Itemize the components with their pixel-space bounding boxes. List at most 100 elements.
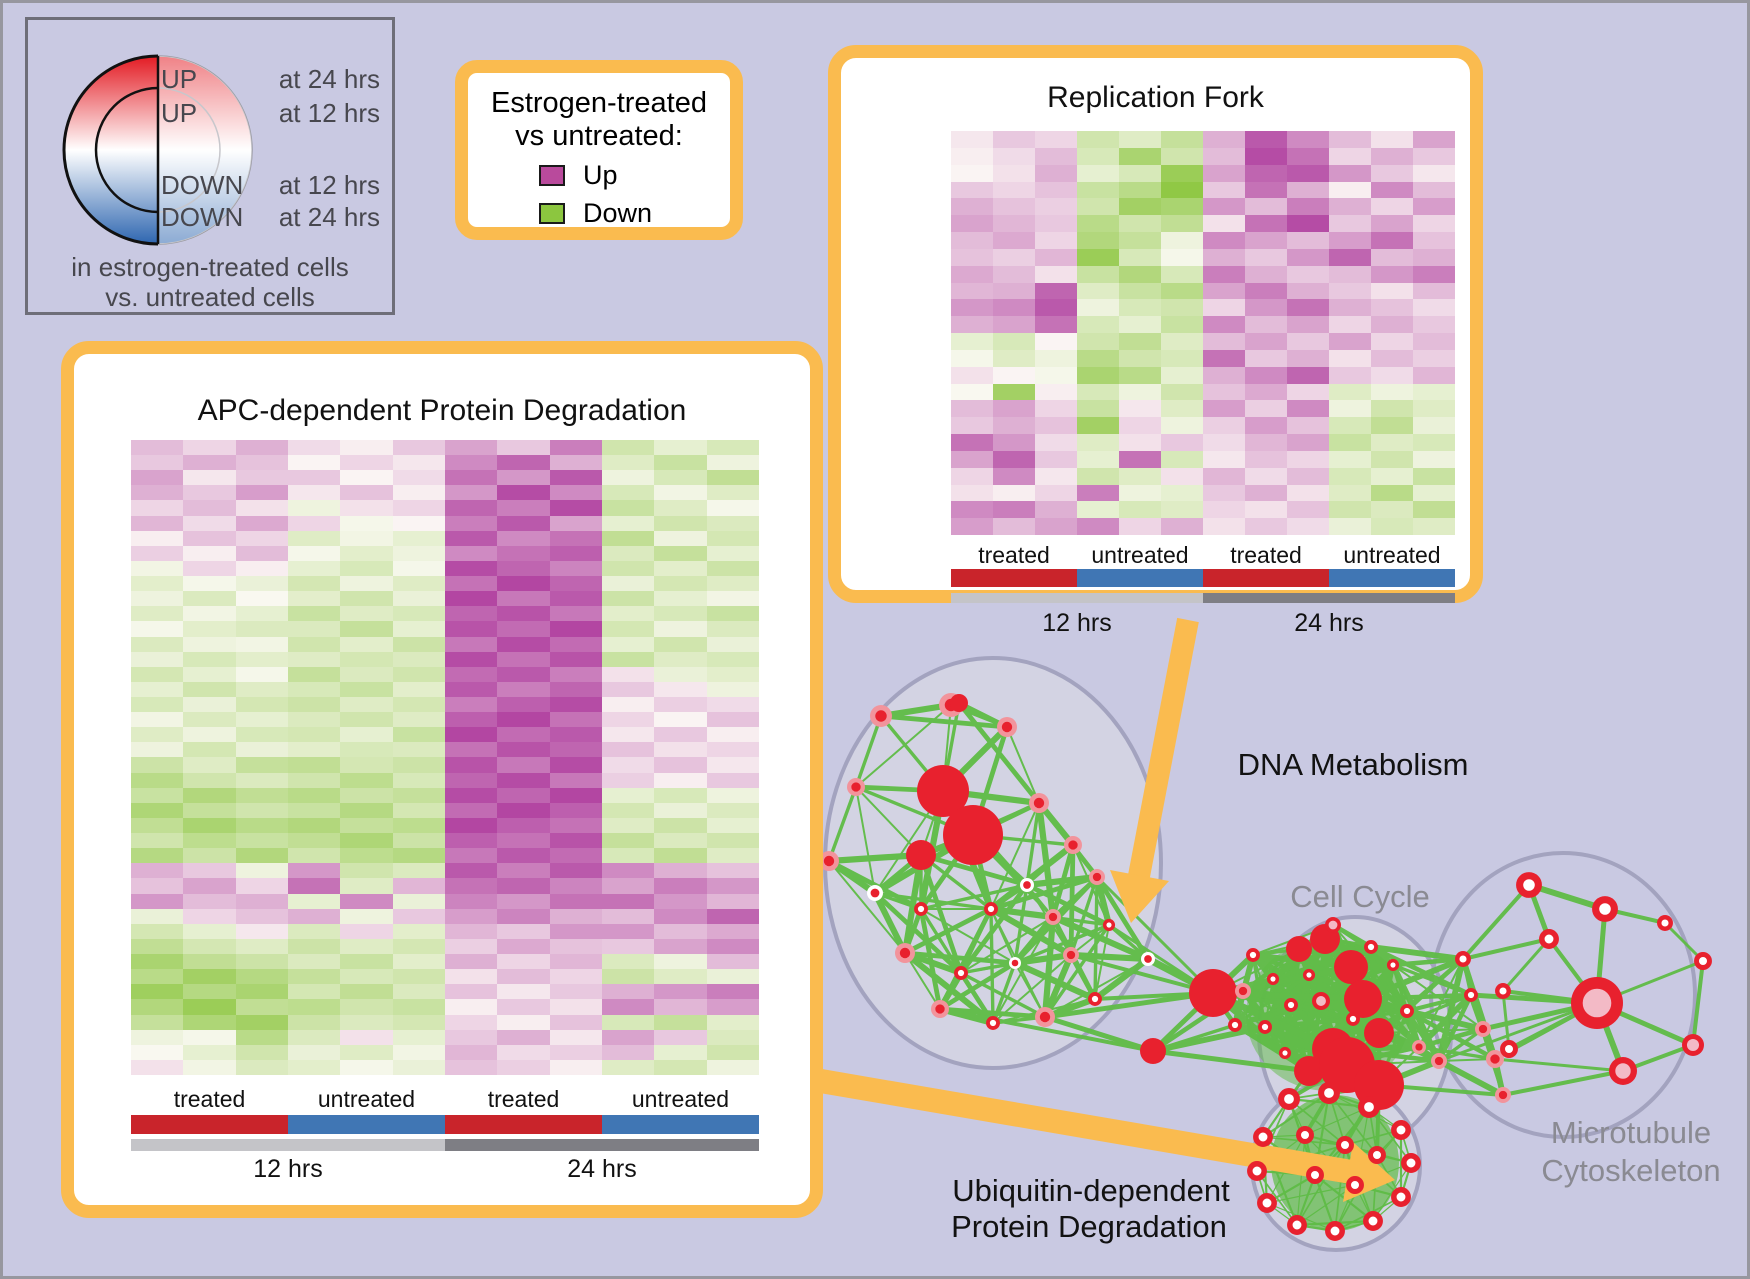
heatmap-cell [654, 591, 707, 607]
heatmap-cell [654, 651, 707, 667]
heatmap-cell [706, 1029, 759, 1045]
heatmap-cell [993, 383, 1035, 401]
heatmap-cell [1119, 147, 1161, 165]
heatmap-cell [1413, 248, 1455, 266]
heatmap-cell [654, 817, 707, 834]
heatmap-cell [1203, 316, 1245, 333]
heatmap-cell [1035, 198, 1077, 216]
heatmap-cell [706, 515, 759, 531]
heatmap-cell [1287, 333, 1329, 350]
heatmap-cell [549, 727, 602, 743]
heatmap-cell [340, 712, 393, 728]
heatmap-cell [1035, 467, 1077, 485]
heatmap-cell [340, 697, 393, 713]
heatmap-cell [601, 727, 655, 743]
heatmap-cell [1203, 349, 1245, 367]
heatmap-cell [131, 1044, 184, 1060]
heatmap-cell [1119, 215, 1161, 232]
heatmap-cell [1329, 282, 1371, 300]
heatmap-cell [183, 833, 236, 849]
apc-time-labels: 12 hrs 24 hrs [131, 1155, 759, 1184]
network-node [1140, 1038, 1166, 1064]
heatmap-cell [654, 802, 707, 818]
heatmap-cell [183, 1044, 236, 1060]
heatmap-cell [1413, 299, 1455, 317]
heatmap-cell [1329, 147, 1371, 165]
network-node [950, 694, 968, 712]
heatmap-cell [444, 1044, 498, 1060]
heatmap-cell [444, 727, 498, 743]
heatmap-cell [183, 636, 236, 652]
updown-ring-legend: UP at 24 hrs UP at 12 hrs DOWN at 12 hrs… [25, 17, 395, 315]
heatmap-cell [654, 848, 707, 864]
heatmap-cell [444, 500, 498, 516]
heatmap-cell [392, 1059, 445, 1075]
heatmap-cell [1161, 316, 1203, 333]
network-node [1516, 872, 1542, 898]
heatmap-cell [444, 757, 498, 773]
heatmap-cell [601, 455, 655, 471]
heatmap-cell [654, 455, 707, 471]
heatmap-cell [1077, 131, 1119, 148]
heatmap-cell [444, 530, 498, 546]
cell-cycle-label: Cell Cycle [1290, 879, 1430, 914]
heatmap-cell [392, 863, 445, 879]
heatmap-cell [1035, 383, 1077, 401]
heatmap-cell [1245, 434, 1287, 451]
heatmap-cell [1287, 198, 1329, 216]
heatmap-cell [183, 787, 236, 803]
heatmap-cell [497, 697, 550, 713]
heatmap-cell [131, 817, 184, 834]
heatmap-cell [1371, 164, 1413, 182]
heatmap-cell [497, 530, 550, 546]
heatmap-cell [951, 232, 993, 249]
heatmap-cell [392, 697, 445, 713]
heatmap-cell [1161, 518, 1203, 535]
heatmap-cell [235, 1044, 288, 1060]
heatmap-cell [287, 636, 341, 652]
network-node [1266, 972, 1280, 986]
heatmap-cell [951, 282, 993, 300]
heatmap-cell [1371, 299, 1413, 317]
heatmap-cell [1413, 366, 1455, 384]
heatmap-cell [993, 467, 1035, 485]
heatmap-cell [340, 742, 393, 758]
heatmap-cell [235, 984, 288, 1000]
heatmap-cell [951, 450, 993, 468]
network-node [917, 765, 969, 817]
heatmap-cell [1035, 232, 1077, 249]
heatmap-cell [235, 863, 288, 879]
heatmap-cell [1287, 299, 1329, 317]
heatmap-cell [1077, 248, 1119, 266]
heatmap-cell [601, 621, 655, 637]
heatmap-cell [1329, 467, 1371, 485]
heatmap-cell [287, 969, 341, 985]
network-node [1495, 983, 1511, 999]
heatmap-cell [601, 576, 655, 592]
heatmap-cell [444, 1029, 498, 1045]
heatmap-cell [131, 515, 184, 531]
heatmap-cell [287, 1059, 341, 1075]
heatmap-cell [392, 742, 445, 758]
heatmap-cell [497, 500, 550, 516]
heatmap-cell [183, 1014, 236, 1030]
heatmap-cell [235, 712, 288, 728]
heatmap-cell [1329, 316, 1371, 333]
heatmap-cell [1329, 501, 1371, 519]
heatmap-cell [706, 560, 759, 577]
heatmap-cell [549, 545, 602, 561]
heatmap-cell [1161, 282, 1203, 300]
heatmap-cell [549, 787, 602, 803]
heatmap-cell [654, 500, 707, 516]
heatmap-cell [235, 1029, 288, 1045]
up-12-label: UP [161, 98, 198, 128]
heatmap-cell [1161, 164, 1203, 182]
apc-bar-treated-2 [445, 1115, 602, 1134]
heatmap-cell [392, 681, 445, 698]
heatmap-cell [951, 265, 993, 283]
heatmap-cell [1203, 518, 1245, 535]
up-24-label: UP [161, 64, 198, 94]
heatmap-cell [1413, 518, 1455, 535]
heatmap-cell [235, 681, 288, 698]
heatmap-cell [131, 954, 184, 970]
